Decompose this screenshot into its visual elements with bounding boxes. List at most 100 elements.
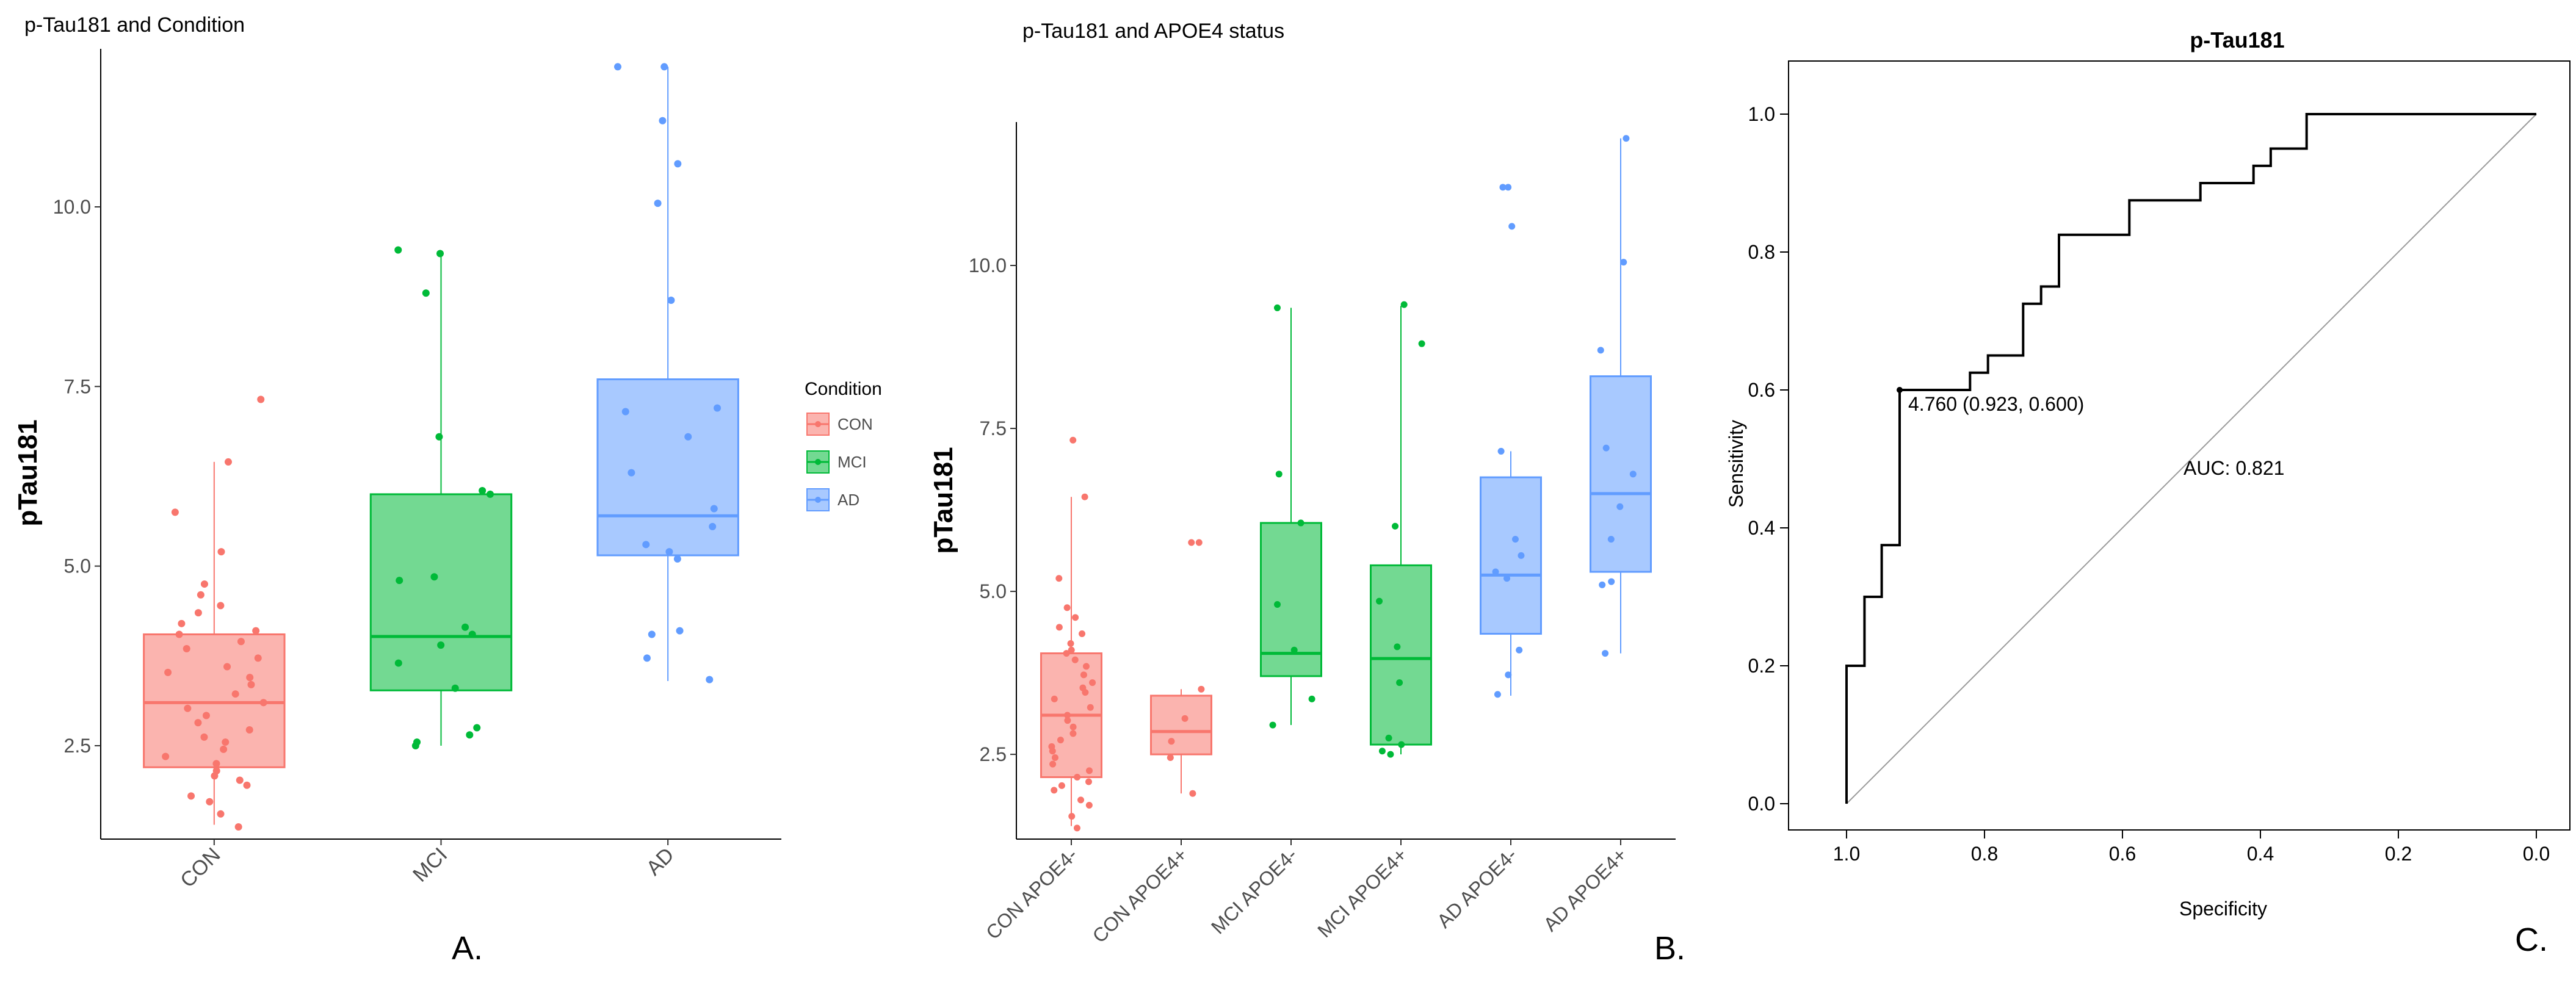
box-ad: [596, 63, 739, 683]
data-point: [461, 623, 469, 631]
data-point: [1376, 597, 1383, 605]
data-point: [1494, 691, 1501, 698]
data-point: [435, 433, 443, 441]
data-point: [479, 487, 487, 495]
x-tick-label: MCI APOE4-: [1207, 843, 1301, 938]
data-point: [1274, 600, 1281, 608]
data-point: [1273, 304, 1281, 311]
data-point: [1057, 737, 1064, 744]
data-point: [1079, 684, 1087, 691]
data-point: [259, 699, 267, 707]
data-point: [1269, 721, 1276, 729]
y-tick-label: 1.0: [1748, 103, 1775, 125]
data-point: [1387, 751, 1394, 758]
data-point: [1198, 685, 1205, 693]
data-point: [1629, 471, 1637, 478]
data-point: [1297, 519, 1304, 527]
data-point: [224, 458, 232, 466]
data-point: [206, 798, 214, 806]
data-point: [1081, 493, 1088, 500]
data-point: [413, 738, 421, 746]
reference-diagonal: [1846, 114, 2537, 804]
box-mci-apoe4-: [1260, 304, 1322, 729]
data-point: [1089, 679, 1096, 687]
panel-b-title: p-Tau181 and APOE4 status: [1022, 20, 1284, 43]
data-point: [394, 246, 402, 254]
data-point: [200, 580, 208, 588]
data-point: [220, 745, 228, 753]
panel-c-label: C.: [2515, 921, 2548, 958]
data-point: [676, 627, 684, 635]
panel-a-legend: Condition CON MCI AD: [805, 379, 882, 511]
data-point: [1085, 767, 1093, 774]
panel-b-label: B.: [1654, 930, 1685, 967]
data-point: [1518, 552, 1525, 559]
data-point: [1503, 575, 1511, 582]
data-point: [1051, 695, 1058, 702]
box-ad-apoe4-: [1480, 184, 1542, 698]
y-tick-label: 5.0: [980, 580, 1007, 602]
data-point: [217, 810, 225, 818]
data-point: [178, 619, 186, 627]
data-point: [164, 668, 172, 676]
data-point: [1064, 717, 1071, 724]
panel-c-xlabel: Specificity: [2179, 898, 2267, 920]
data-point: [1049, 760, 1057, 768]
data-point: [1069, 730, 1077, 737]
data-point: [1051, 754, 1058, 761]
data-point: [237, 638, 245, 646]
data-point: [1068, 813, 1076, 820]
data-point: [1497, 447, 1505, 455]
panel-c-ylabel: Sensitivity: [1725, 420, 1747, 508]
legend-label: CON: [838, 415, 873, 433]
x-tick-label: CON APOE4-: [982, 843, 1082, 943]
data-point: [422, 289, 430, 297]
data-point: [245, 726, 253, 734]
data-point: [1064, 712, 1071, 719]
data-point: [1069, 436, 1077, 444]
data-point: [1308, 695, 1315, 702]
panel-b-ylabel: pTau181: [928, 447, 958, 553]
panel-c-title: p-Tau181: [2190, 27, 2284, 52]
y-tick-label: 5.0: [64, 555, 91, 577]
y-tick-label: 7.5: [980, 417, 1007, 439]
data-point: [194, 719, 202, 727]
data-point: [674, 160, 682, 168]
data-point: [1074, 774, 1081, 781]
box-ad-apoe4-: [1590, 135, 1652, 657]
data-point: [1055, 624, 1063, 631]
data-point: [252, 627, 260, 635]
data-point: [1077, 796, 1085, 804]
data-point: [1055, 575, 1063, 582]
box-mci-apoe4-: [1370, 301, 1432, 758]
data-point: [257, 395, 265, 403]
data-point: [451, 684, 459, 692]
data-point: [1068, 646, 1075, 654]
legend-swatch-dot: [815, 421, 821, 427]
x-tick-label: MCI APOE4+: [1313, 843, 1411, 942]
data-point: [247, 680, 255, 688]
data-point: [246, 674, 254, 682]
x-tick-label: AD APOE4-: [1433, 843, 1521, 932]
box-body: [1370, 564, 1432, 746]
data-point: [175, 630, 183, 638]
data-point: [1602, 444, 1610, 452]
data-point: [187, 792, 195, 800]
x-tick-label: 0.0: [2523, 843, 2550, 865]
y-tick-label: 0.4: [1748, 517, 1775, 539]
data-point: [1394, 643, 1401, 651]
y-tick-label: 0.2: [1748, 655, 1775, 677]
y-tick-label: 2.5: [64, 735, 91, 757]
data-point: [643, 654, 651, 662]
data-point: [665, 548, 673, 556]
data-point: [162, 752, 170, 760]
panel-a-ylabel: pTau181: [13, 419, 43, 526]
data-point: [1499, 184, 1507, 191]
data-point: [1072, 614, 1079, 621]
y-tick-label: 0.6: [1748, 379, 1775, 401]
data-point: [648, 630, 656, 638]
data-point: [714, 404, 722, 412]
data-point: [1492, 568, 1499, 575]
roc-curve: [1845, 113, 2536, 804]
data-point: [1067, 640, 1074, 647]
